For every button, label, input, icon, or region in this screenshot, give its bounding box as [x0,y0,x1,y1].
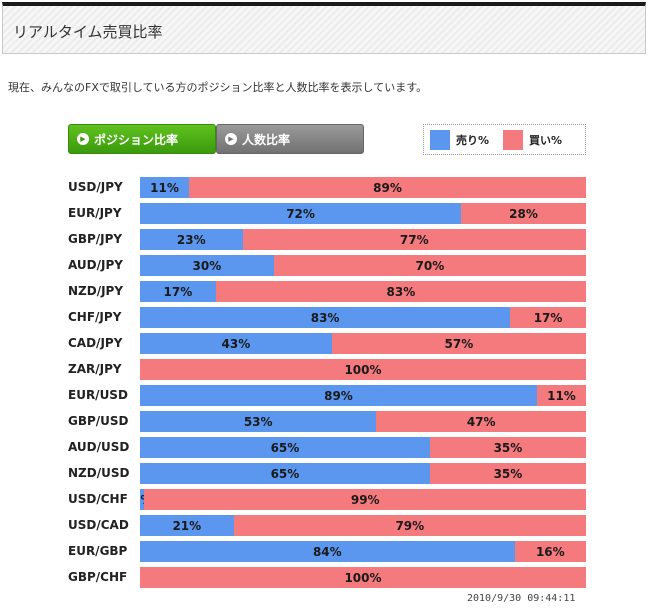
buy-segment: 70% [273,255,586,276]
bar-row: CHF/JPY 83% 17% [0,307,652,328]
stacked-bar: 84% 16% [140,541,586,562]
sell-segment: 89% [140,385,537,406]
category-label: EUR/USD [68,388,128,402]
stacked-bar: 65% 35% [140,437,586,458]
buy-segment: 16% [514,541,586,562]
sell-segment: 53% [140,411,377,432]
buy-segment: 17% [510,307,586,328]
stacked-bar: 89% 11% [140,385,586,406]
bar-row: ZAR/JPY 100% [0,359,652,380]
legend-buy-label: 買い% [529,133,563,147]
stacked-bar: 65% 35% [140,463,586,484]
category-label: EUR/GBP [68,544,128,558]
category-label: AUD/USD [68,440,130,454]
bar-row: GBP/CHF 100% [0,567,652,588]
category-label: USD/CHF [68,492,128,506]
bar-row: CAD/JPY 43% 57% [0,333,652,354]
page-title: リアルタイム売買比率 [13,23,163,41]
bar-row: EUR/JPY 72% 28% [0,203,652,224]
category-label: CHF/JPY [68,310,122,324]
tab-people-ratio[interactable]: ▶ 人数比率 [216,124,364,154]
bar-row: NZD/USD 65% 35% [0,463,652,484]
category-label: GBP/JPY [68,232,123,246]
bar-row: AUD/JPY 30% 70% [0,255,652,276]
category-label: USD/CAD [68,518,129,532]
category-label: ZAR/JPY [68,362,122,376]
stacked-bar: 100% [140,359,586,380]
sell-segment: 65% [140,437,430,458]
legend-item-sell: 売り% [430,129,490,150]
category-label: AUD/JPY [68,258,123,272]
page-header: リアルタイム売買比率 [2,2,646,54]
buy-segment: 89% [189,177,586,198]
buy-segment: 79% [233,515,586,536]
play-icon: ▶ [77,133,89,145]
buy-segment: 83% [215,281,586,302]
bar-row: USD/CAD 21% 79% [0,515,652,536]
sell-segment: 72% [140,203,462,224]
bar-row: USD/CHF 1%99% [0,489,652,510]
stacked-bar: 11% 89% [140,177,586,198]
buy-segment: 100% [140,567,586,588]
category-label: NZD/USD [68,466,130,480]
category-label: EUR/JPY [68,206,122,220]
category-label: USD/JPY [68,180,123,194]
sell-segment: 84% [140,541,515,562]
stacked-bar: 21% 79% [140,515,586,536]
stacked-bar: 30% 70% [140,255,586,276]
bar-row: GBP/JPY 23% 77% [0,229,652,250]
sell-segment: 17% [140,281,216,302]
sell-segment: 65% [140,463,430,484]
buy-segment: 57% [331,333,586,354]
tab-position-ratio-label: ポジション比率 [94,132,179,147]
buy-segment: 35% [429,463,586,484]
sell-segment: 11% [140,177,190,198]
buy-segment: 77% [242,229,586,250]
stacked-bar: 72% 28% [140,203,586,224]
sell-segment: 21% [140,515,234,536]
buy-segment: 35% [429,437,586,458]
stacked-bar: 23% 77% [140,229,586,250]
stacked-bar: 17% 83% [140,281,586,302]
buy-segment: 99% [144,489,586,510]
bar-row: USD/JPY 11% 89% [0,177,652,198]
tab-people-ratio-label: 人数比率 [242,132,291,147]
buy-segment: 47% [376,411,586,432]
legend-item-buy: 買い% [503,129,563,150]
sell-swatch [430,129,450,150]
category-label: GBP/CHF [68,570,128,584]
bar-row: EUR/USD 89% 11% [0,385,652,406]
sell-segment: 43% [140,333,332,354]
category-label: CAD/JPY [68,336,123,350]
legend-sell-label: 売り% [456,133,490,147]
stacked-bar: 1%99% [140,489,586,510]
update-timestamp: 2010/9/30 09:44:11 [467,593,576,604]
bar-row: AUD/USD 65% 35% [0,437,652,458]
bar-row: NZD/JPY 17% 83% [0,281,652,302]
stacked-bar: 100% [140,567,586,588]
buy-segment: 28% [461,203,586,224]
buy-segment: 11% [536,385,586,406]
bar-row: EUR/GBP 84% 16% [0,541,652,562]
buy-swatch [503,129,524,150]
sell-segment: 83% [140,307,511,328]
tab-position-ratio[interactable]: ▶ ポジション比率 [68,124,216,154]
sell-segment: 30% [140,255,274,276]
chart-legend: 売り% 買い% [423,124,586,155]
stacked-bar: 83% 17% [140,307,586,328]
category-label: GBP/USD [68,414,129,428]
description-text: 現在、みんなのFXで取引している方のポジション比率と人数比率を表示しています。 [8,81,428,94]
bar-row: GBP/USD 53% 47% [0,411,652,432]
stacked-bar: 43% 57% [140,333,586,354]
stacked-bar: 53% 47% [140,411,586,432]
sell-segment: 23% [140,229,243,250]
play-icon: ▶ [225,133,237,145]
buy-segment: 100% [140,359,586,380]
category-label: NZD/JPY [68,284,124,298]
